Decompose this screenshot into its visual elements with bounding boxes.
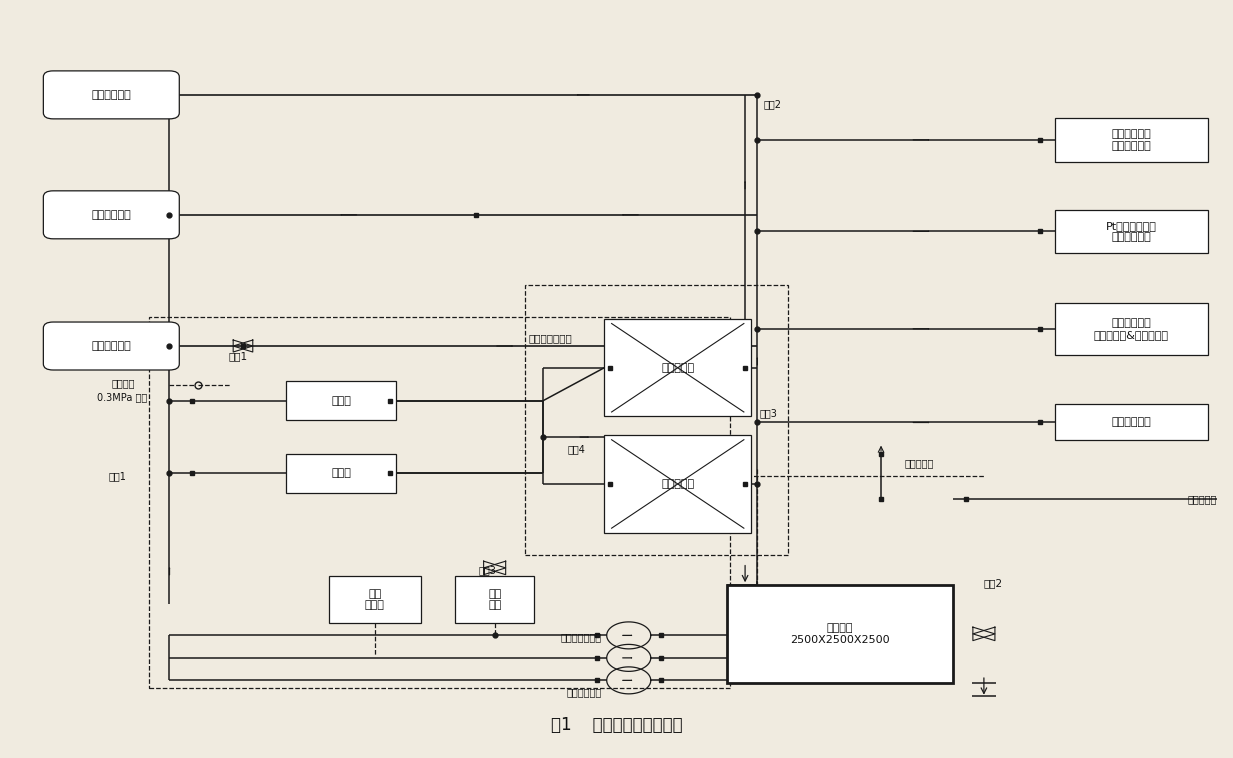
FancyBboxPatch shape [286, 381, 396, 420]
Text: 板式换热器机组: 板式换热器机组 [528, 333, 572, 343]
Text: 节点4: 节点4 [567, 443, 586, 454]
FancyBboxPatch shape [43, 71, 179, 119]
Text: 窑炉供水系统
（二次配管）: 窑炉供水系统 （二次配管） [1112, 129, 1152, 151]
Text: 阀门2: 阀门2 [984, 578, 1002, 588]
Text: 冷源回水系统: 冷源回水系统 [91, 210, 131, 220]
Text: 过滤器: 过滤器 [330, 468, 351, 478]
Text: 阀门3: 阀门3 [478, 565, 497, 575]
Text: 节点3: 节点3 [760, 408, 778, 418]
Text: 常用拖动水泵: 常用拖动水泵 [566, 688, 602, 697]
Text: 板式换热器: 板式换热器 [661, 479, 694, 489]
Text: 软化水箱
2500X2500X2500: 软化水箱 2500X2500X2500 [790, 623, 890, 645]
FancyBboxPatch shape [43, 191, 179, 239]
Text: 节点1: 节点1 [109, 471, 126, 481]
FancyBboxPatch shape [1055, 302, 1208, 355]
FancyBboxPatch shape [455, 576, 534, 622]
Text: 阀门1: 阀门1 [228, 351, 248, 361]
Text: 备用供水系统: 备用供水系统 [1112, 418, 1152, 428]
FancyBboxPatch shape [43, 322, 179, 370]
Text: 0.3MPa 开启: 0.3MPa 开启 [97, 392, 148, 402]
Text: 主车间循环水泵: 主车间循环水泵 [561, 633, 602, 643]
FancyBboxPatch shape [604, 435, 751, 533]
Text: 图1    循环冷却水系统组成: 图1 循环冷却水系统组成 [551, 716, 682, 735]
Text: 过滤器: 过滤器 [330, 396, 351, 406]
Text: 成形供水系统
（二次配管&机内配管）: 成形供水系统 （二次配管&机内配管） [1094, 318, 1169, 340]
Text: 加药
装置: 加药 装置 [488, 589, 502, 610]
Text: 板式换热器: 板式换热器 [661, 363, 694, 373]
Text: 冷源供给系统: 冷源供给系统 [91, 341, 131, 351]
FancyBboxPatch shape [1055, 209, 1208, 253]
Text: 节点2: 节点2 [763, 99, 782, 109]
FancyBboxPatch shape [1055, 118, 1208, 161]
FancyBboxPatch shape [1055, 405, 1208, 440]
Text: 紧急供水系统: 紧急供水系统 [91, 90, 131, 100]
Text: Pt通道供水系统
（二次配管）: Pt通道供水系统 （二次配管） [1106, 221, 1157, 242]
Text: 软化水补水: 软化水补水 [1187, 494, 1217, 504]
FancyBboxPatch shape [329, 576, 420, 622]
Text: 硬度
检测仪: 硬度 检测仪 [365, 589, 385, 610]
FancyBboxPatch shape [604, 319, 751, 416]
FancyBboxPatch shape [726, 585, 953, 683]
Text: 低水位开启: 低水位开启 [904, 458, 933, 468]
Text: 压力小于: 压力小于 [112, 378, 136, 389]
FancyBboxPatch shape [286, 454, 396, 493]
